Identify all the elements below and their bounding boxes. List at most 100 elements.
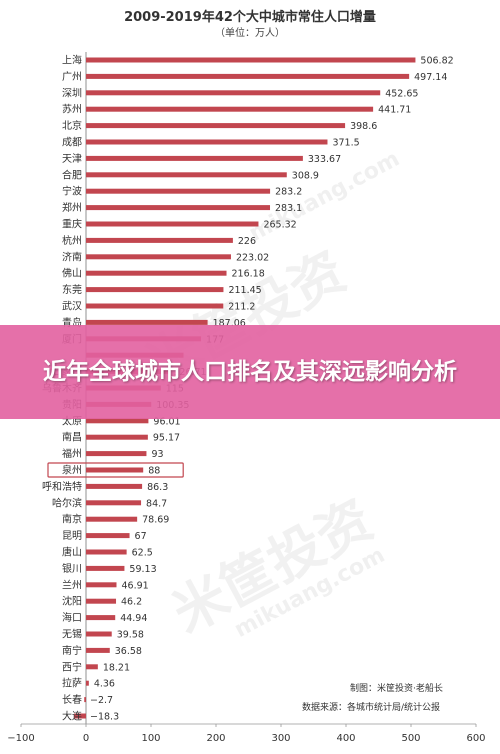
value-label: 67 [135,531,147,542]
category-label: 合肥 [62,168,82,181]
value-label: 62.5 [132,548,153,559]
value-label: 283.2 [275,187,302,198]
category-label: 郑州 [62,201,82,214]
value-label: 39.58 [117,630,144,641]
x-tick-label: 600 [466,733,485,744]
bar [86,123,346,129]
credit-made-by: 制图：米筐投资·老船长 [350,682,443,694]
value-label: 95.17 [153,433,180,444]
category-label: 苏州 [62,103,82,116]
category-label: 昆明 [62,530,82,542]
category-label: 济南 [62,250,82,263]
category-label: 兰州 [62,578,82,591]
value-label: 452.65 [385,88,418,99]
bar [86,582,117,588]
bar [86,631,112,637]
category-label: 呼和浩特 [42,481,82,493]
bar [86,533,130,539]
category-label: 南京 [62,513,82,526]
bar [86,287,224,293]
value-label: 265.32 [263,220,296,231]
category-label: 重庆 [62,218,82,231]
x-tick-label: 200 [206,733,225,744]
bar [84,697,86,703]
category-label: 北京 [62,119,82,132]
value-label: 497.14 [414,72,447,83]
value-label: 59.13 [129,564,156,575]
value-label: −2.7 [90,695,113,706]
x-tick-label: 300 [271,733,290,744]
value-label: 187.06 [213,318,246,329]
bar [86,467,144,473]
value-label: 78.69 [142,515,169,526]
bar [86,664,98,670]
category-label: 泉州 [62,464,82,477]
x-tick-label: 400 [336,733,355,744]
category-label: 唐山 [62,546,82,559]
bar [86,270,227,276]
value-label: 308.9 [292,170,319,181]
category-label: 杭州 [62,234,82,247]
bar [86,549,127,555]
bar [86,303,224,309]
bar [86,57,416,63]
bar [86,516,138,522]
category-label: 银川 [62,562,82,575]
category-label: 成都 [62,137,82,149]
bar [86,139,328,145]
value-label: 93 [151,449,163,460]
value-label: 46.91 [121,580,148,591]
value-label: 18.21 [103,662,130,673]
value-label: 226 [238,236,256,247]
bar [86,483,143,489]
value-label: 223.02 [236,252,269,263]
bar [86,205,271,211]
value-label: 506.82 [420,56,453,67]
x-tick-label: 100 [141,733,160,744]
value-label: 333.67 [308,154,341,165]
value-label: 216.18 [232,269,265,280]
category-label: 大连 [62,710,82,723]
bar [86,418,149,424]
value-label: 441.71 [378,105,411,116]
value-label: 46.2 [121,597,142,608]
bar [86,434,148,440]
category-label: 天津 [62,153,82,165]
bar [86,615,116,621]
bar [86,254,231,260]
bar [74,713,86,719]
category-label: 南宁 [62,644,82,657]
banner-title: 近年全球城市人口排名及其深远影响分析 [43,359,457,385]
bar [86,155,303,161]
bar [86,319,208,325]
category-label: 上海 [62,54,82,67]
category-label: 佛山 [62,267,82,280]
bar [86,188,271,194]
category-label: 深圳 [62,87,82,99]
value-label: −18.3 [90,712,119,723]
chart-title: 2009-2019年42个大中城市常住人口增量 [124,9,376,25]
bar [86,451,147,457]
highlight-box [47,462,184,478]
category-label: 哈尔滨 [52,496,82,509]
bar [86,172,287,178]
title-banner: 近年全球城市人口排名及其深远影响分析 [0,325,500,419]
x-tick-label: −100 [7,733,34,744]
value-label: 44.94 [120,613,147,624]
value-label: 211.45 [228,285,261,296]
x-tick-label: 0 [83,733,89,744]
value-label: 398.6 [350,121,377,132]
category-label: 福州 [62,447,82,460]
bar [86,221,259,227]
bar [86,647,110,653]
category-label: 东莞 [62,283,82,296]
value-label: 88 [148,466,160,477]
value-label: 4.36 [94,679,115,690]
bar [86,598,117,604]
x-tick-label: 500 [401,733,420,744]
x-axis: −100 0 100 200 300 400 500 600 [7,723,486,744]
category-label: 广州 [62,71,82,83]
value-label: 283.1 [275,203,302,214]
value-label: 211.2 [228,302,255,313]
